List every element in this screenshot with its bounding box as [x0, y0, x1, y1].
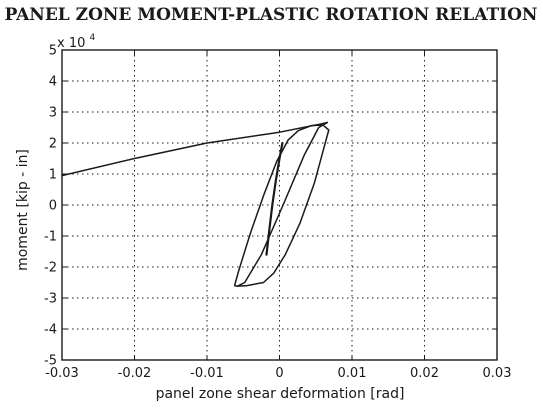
y-tick-label: 2 [49, 137, 57, 152]
y-tick-label: 1 [49, 168, 57, 183]
x-tick-label: 0 [275, 366, 283, 381]
grid-layer [62, 50, 497, 360]
y-tick-label: -4 [44, 323, 57, 338]
x-tick-label: -0.02 [118, 366, 152, 381]
series-line-1 [61, 121, 329, 177]
y-tick-label: -1 [44, 230, 57, 245]
x-tick-label: 0.02 [410, 366, 439, 381]
tick-layer: -0.03 -0.02 -0.01 0 0.01 0.02 0.03 -5 -4 -3 -2 -1 0 1… [44, 44, 511, 382]
y-multiplier-base: x 10 [57, 36, 85, 51]
y-tick-label: 3 [49, 106, 57, 121]
y-multiplier-exponent: 4 [90, 33, 96, 43]
y-tick-label: 4 [49, 75, 57, 90]
series-layer [61, 121, 330, 287]
chart-title: PANEL ZONE MOMENT-PLASTIC ROTATION RELAT… [5, 5, 538, 25]
y-tick-label: -5 [44, 354, 57, 369]
y-multiplier-label: x 10 4 [57, 33, 96, 51]
x-tick-label: 0.01 [338, 366, 367, 381]
y-tick-label: 0 [49, 199, 57, 214]
x-tick-label: -0.01 [190, 366, 224, 381]
x-axis-label: panel zone shear deformation [rad] [156, 386, 405, 402]
y-tick-label: 5 [49, 44, 57, 59]
series-line-3 [265, 141, 284, 256]
y-axis-label: moment [kip - in] [15, 149, 31, 271]
y-tick-label: -2 [44, 261, 57, 276]
x-tick-label: -0.03 [45, 366, 79, 381]
x-tick-label: 0.03 [483, 366, 512, 381]
series-line-2 [233, 121, 330, 287]
y-tick-label: -3 [44, 292, 57, 307]
